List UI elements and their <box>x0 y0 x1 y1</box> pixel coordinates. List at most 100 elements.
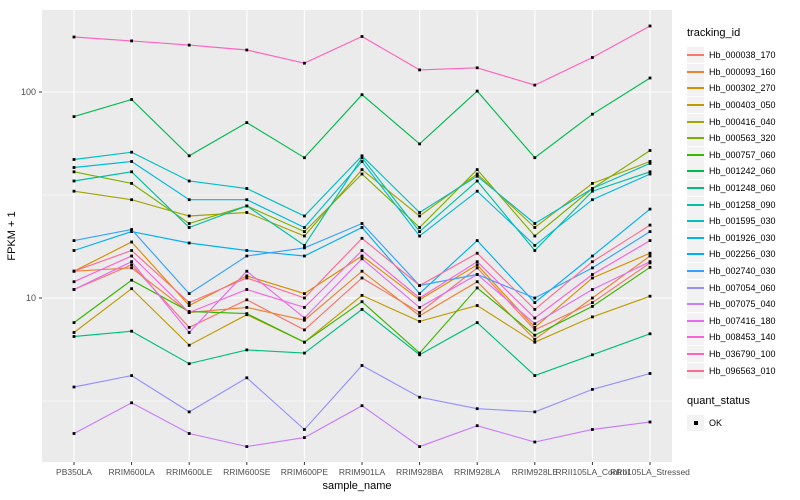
data-point-Hb_001595_030 <box>648 162 652 165</box>
data-point-Hb_036790_100 <box>303 61 306 65</box>
data-point-Hb_001595_030 <box>245 187 249 190</box>
line-swatch-icon <box>687 329 704 346</box>
data-point-Hb_001595_030 <box>303 214 306 218</box>
data-point-Hb_036790_100 <box>130 39 133 43</box>
legend-label: Hb_007075_040 <box>709 299 776 310</box>
data-point-Hb_000093_160 <box>475 280 479 284</box>
data-point-Hb_007416_180 <box>475 273 479 276</box>
data-point-Hb_096563_010 <box>245 276 249 280</box>
data-point-Hb_002256_030 <box>648 207 652 211</box>
legend-label: Hb_002256_030 <box>709 249 776 260</box>
data-point-Hb_001242_060 <box>418 142 421 146</box>
data-point-Hb_096563_010 <box>533 308 537 311</box>
data-point-Hb_007075_040 <box>648 420 652 424</box>
legend-item-Hb_001248_060: Hb_001248_060 <box>687 180 800 197</box>
legend-label: Hb_001242_060 <box>709 166 776 177</box>
data-point-Hb_008453_140 <box>591 273 594 276</box>
data-point-Hb_001258_090 <box>648 170 652 174</box>
legend-item-Hb_001926_030: Hb_001926_030 <box>687 229 800 247</box>
data-point-Hb_007075_040 <box>475 424 479 428</box>
data-point-Hb_001595_030 <box>533 222 537 225</box>
data-point-Hb_001248_060 <box>533 374 537 377</box>
data-point-Hb_036790_100 <box>533 83 537 87</box>
line-swatch-icon <box>687 263 704 280</box>
data-point-Hb_001248_060 <box>130 329 133 333</box>
data-point-Hb_001248_060 <box>303 351 306 355</box>
data-point-Hb_000416_040 <box>72 189 76 193</box>
line-swatch-icon <box>687 312 704 329</box>
data-point-Hb_002740_030 <box>648 230 652 233</box>
data-point-Hb_001242_060 <box>360 93 364 97</box>
fpkm-line-chart: 10 100 PB350LA RRIM600LA RRIM600LE RRIM600SE R… <box>6 10 690 492</box>
data-point-Hb_001242_060 <box>475 89 479 93</box>
data-point-Hb_000038_170 <box>130 263 133 267</box>
data-point-Hb_000757_060 <box>245 312 249 315</box>
line-swatch-icon <box>687 163 704 180</box>
data-point-Hb_000563_320 <box>130 182 133 185</box>
data-point-Hb_002256_030 <box>533 301 537 304</box>
data-point-Hb_000403_050 <box>648 294 652 298</box>
data-point-Hb_000093_160 <box>245 306 249 309</box>
data-point-Hb_008453_140 <box>418 296 421 300</box>
data-point-Hb_001258_090 <box>418 230 421 233</box>
y-axis-title: FPKM + 1 <box>6 211 18 260</box>
data-point-Hb_000093_160 <box>360 269 364 273</box>
legend-label: Hb_000563_320 <box>709 133 776 144</box>
line-swatch-icon <box>687 113 704 130</box>
data-point-Hb_000757_060 <box>360 300 364 304</box>
x-tick-label: RRIM928LE <box>512 467 559 477</box>
data-point-Hb_001258_090 <box>533 249 537 252</box>
data-point-Hb_000302_270 <box>303 292 306 295</box>
data-point-Hb_007054_060 <box>245 376 249 380</box>
data-point-Hb_007416_180 <box>648 260 652 264</box>
data-point-Hb_000302_270 <box>591 276 594 280</box>
legend-item-Hb_001242_060: Hb_001242_060 <box>687 163 800 180</box>
x-axis-title: sample_name <box>322 480 391 492</box>
data-point-Hb_000757_060 <box>303 340 306 344</box>
legend-label: Hb_008453_140 <box>709 332 776 343</box>
legend-title-tracking-id: tracking_id <box>687 27 741 39</box>
data-point-Hb_001926_030 <box>648 172 652 176</box>
data-point-Hb_000757_060 <box>648 265 652 269</box>
y-tick-label: 100 <box>21 87 36 97</box>
data-point-Hb_007416_180 <box>533 322 537 326</box>
legend-item-ok: OK <box>687 415 800 432</box>
data-point-Hb_007054_060 <box>187 410 191 414</box>
data-point-Hb_007054_060 <box>418 395 421 399</box>
x-tick-label: RRII105LA_Stressed <box>610 467 690 477</box>
legend-label-ok: OK <box>709 418 723 429</box>
data-point-Hb_096563_010 <box>591 260 594 264</box>
data-point-Hb_000416_040 <box>533 226 537 229</box>
data-point-Hb_007075_040 <box>591 428 594 431</box>
data-point-Hb_007416_180 <box>245 269 249 273</box>
data-point-Hb_002256_030 <box>245 249 249 252</box>
data-point-Hb_001595_030 <box>418 211 421 214</box>
data-point-Hb_000403_050 <box>187 343 191 347</box>
legend-label: Hb_001926_030 <box>709 232 776 243</box>
data-point-Hb_000403_050 <box>360 294 364 297</box>
data-point-Hb_096563_010 <box>360 236 364 240</box>
legend-label: Hb_007416_180 <box>709 315 776 326</box>
data-point-Hb_002740_030 <box>591 266 594 270</box>
data-point-Hb_036790_100 <box>360 35 364 38</box>
data-point-Hb_001258_090 <box>475 179 479 183</box>
line-swatch-icon <box>687 180 704 197</box>
legend-label: Hb_036790_100 <box>709 348 776 359</box>
data-point-Hb_007416_180 <box>130 260 133 264</box>
data-point-Hb_036790_100 <box>187 43 191 47</box>
data-point-Hb_002256_030 <box>360 226 364 229</box>
data-point-Hb_008453_140 <box>303 306 306 309</box>
data-point-Hb_001242_060 <box>245 121 249 124</box>
data-point-Hb_000416_040 <box>360 168 364 171</box>
ok-square-marker-icon <box>687 415 704 432</box>
line-swatch-icon <box>687 146 704 163</box>
data-point-Hb_001926_030 <box>418 234 421 238</box>
data-point-Hb_001258_090 <box>303 244 306 247</box>
data-point-Hb_000403_050 <box>130 287 133 291</box>
data-point-Hb_000757_060 <box>475 286 479 290</box>
data-point-Hb_000416_040 <box>245 211 249 214</box>
data-point-Hb_002256_030 <box>475 239 479 242</box>
data-point-Hb_001242_060 <box>72 115 76 118</box>
data-point-Hb_096563_010 <box>187 301 191 304</box>
data-point-Hb_000757_060 <box>418 351 421 355</box>
